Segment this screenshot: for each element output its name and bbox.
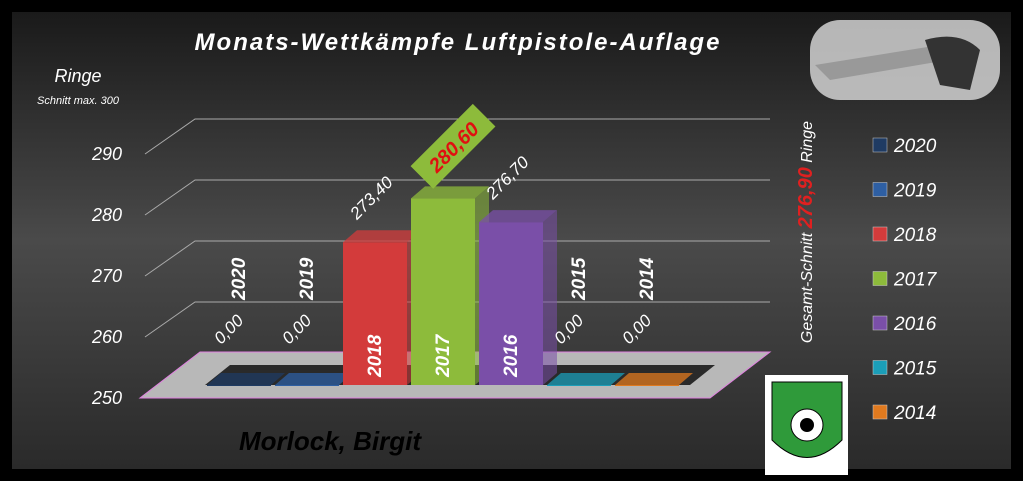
average-label: Gesamt-Schnitt [799, 232, 816, 343]
legend-label: 2020 [893, 136, 937, 157]
legend-swatch [873, 316, 887, 330]
bar-front [207, 385, 271, 386]
category-label: 2015 [569, 257, 590, 301]
y-tick-label: 260 [91, 327, 122, 347]
y-tick-label: 270 [91, 266, 122, 286]
category-label: 2019 [297, 257, 318, 301]
average-unit: Ringe [799, 121, 816, 163]
chart: Monats-Wettkämpfe Luftpistole-Auflage Ri… [0, 0, 1023, 481]
legend-label: 2018 [893, 225, 937, 246]
category-label: 2018 [365, 334, 386, 378]
category-label: 2014 [637, 257, 658, 301]
legend-swatch [873, 361, 887, 375]
legend-swatch [873, 138, 887, 152]
y-axis-label: Ringe [54, 66, 101, 86]
category-label: 2017 [433, 333, 454, 378]
chart-title: Monats-Wettkämpfe Luftpistole-Auflage [195, 29, 722, 56]
person-name: Morlock, Birgit [239, 426, 422, 456]
average-text: Gesamt-Schnitt 276,90 Ringe [795, 121, 817, 343]
category-label: 2020 [229, 257, 250, 301]
legend-label: 2019 [893, 181, 937, 202]
y-tick-label: 250 [91, 388, 122, 408]
bar-front [275, 385, 339, 386]
club-logo [765, 375, 848, 475]
legend-swatch [873, 183, 887, 197]
category-label: 2016 [501, 334, 522, 378]
bar-front [615, 385, 679, 386]
bar-side [543, 210, 557, 385]
bar-front [547, 385, 611, 386]
average-value: 276,90 [795, 167, 817, 229]
y-tick-label: 290 [91, 144, 122, 164]
legend-label: 2015 [893, 359, 937, 380]
legend-label: 2014 [893, 403, 936, 424]
pistol-image [810, 20, 1000, 100]
y-axis-sublabel: Schnitt max. 300 [37, 95, 120, 107]
legend-swatch [873, 272, 887, 286]
legend-label: 2017 [893, 270, 938, 291]
legend-swatch [873, 405, 887, 419]
y-tick-label: 280 [91, 205, 122, 225]
legend-label: 2016 [893, 314, 937, 335]
legend-swatch [873, 227, 887, 241]
